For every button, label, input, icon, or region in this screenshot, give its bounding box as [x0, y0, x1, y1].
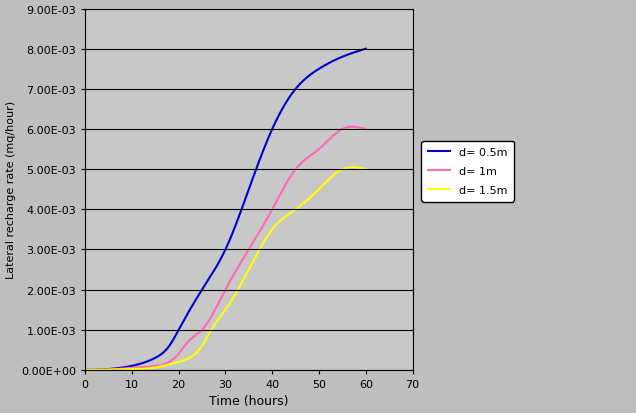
d= 1.5m [349, 165, 356, 170]
d= 1m [233, 267, 241, 272]
d= 1.5m [248, 261, 256, 266]
d= 0.5m [214, 261, 222, 266]
Y-axis label: Lateral recharge rate (mq/hour): Lateral recharge rate (mq/hour) [6, 101, 15, 279]
d= 1.5m [214, 317, 222, 322]
d= 1m [312, 150, 319, 155]
Line: d= 1m: d= 1m [85, 128, 366, 370]
d= 1.5m [312, 191, 319, 196]
d= 1m [248, 242, 256, 247]
Legend: d= 0.5m, d= 1m, d= 1.5m: d= 0.5m, d= 1m, d= 1.5m [422, 141, 515, 202]
d= 1m [216, 298, 224, 303]
Line: d= 0.5m: d= 0.5m [85, 50, 366, 370]
d= 1m [349, 125, 356, 130]
d= 1m [356, 126, 363, 131]
d= 0.5m [312, 70, 319, 75]
d= 1m [362, 127, 370, 132]
d= 1m [214, 301, 222, 306]
d= 0.5m [233, 220, 241, 225]
d= 0.5m [248, 178, 256, 183]
d= 0.5m [81, 368, 89, 373]
d= 1m [81, 368, 89, 373]
d= 0.5m [355, 49, 363, 54]
d= 1.5m [233, 289, 241, 294]
d= 1.5m [216, 315, 224, 320]
d= 1.5m [362, 167, 370, 172]
d= 1.5m [81, 368, 89, 373]
Line: d= 1.5m: d= 1.5m [85, 168, 366, 370]
d= 0.5m [362, 47, 370, 52]
X-axis label: Time (hours): Time (hours) [209, 394, 289, 408]
d= 1.5m [356, 166, 363, 171]
d= 0.5m [216, 258, 224, 263]
